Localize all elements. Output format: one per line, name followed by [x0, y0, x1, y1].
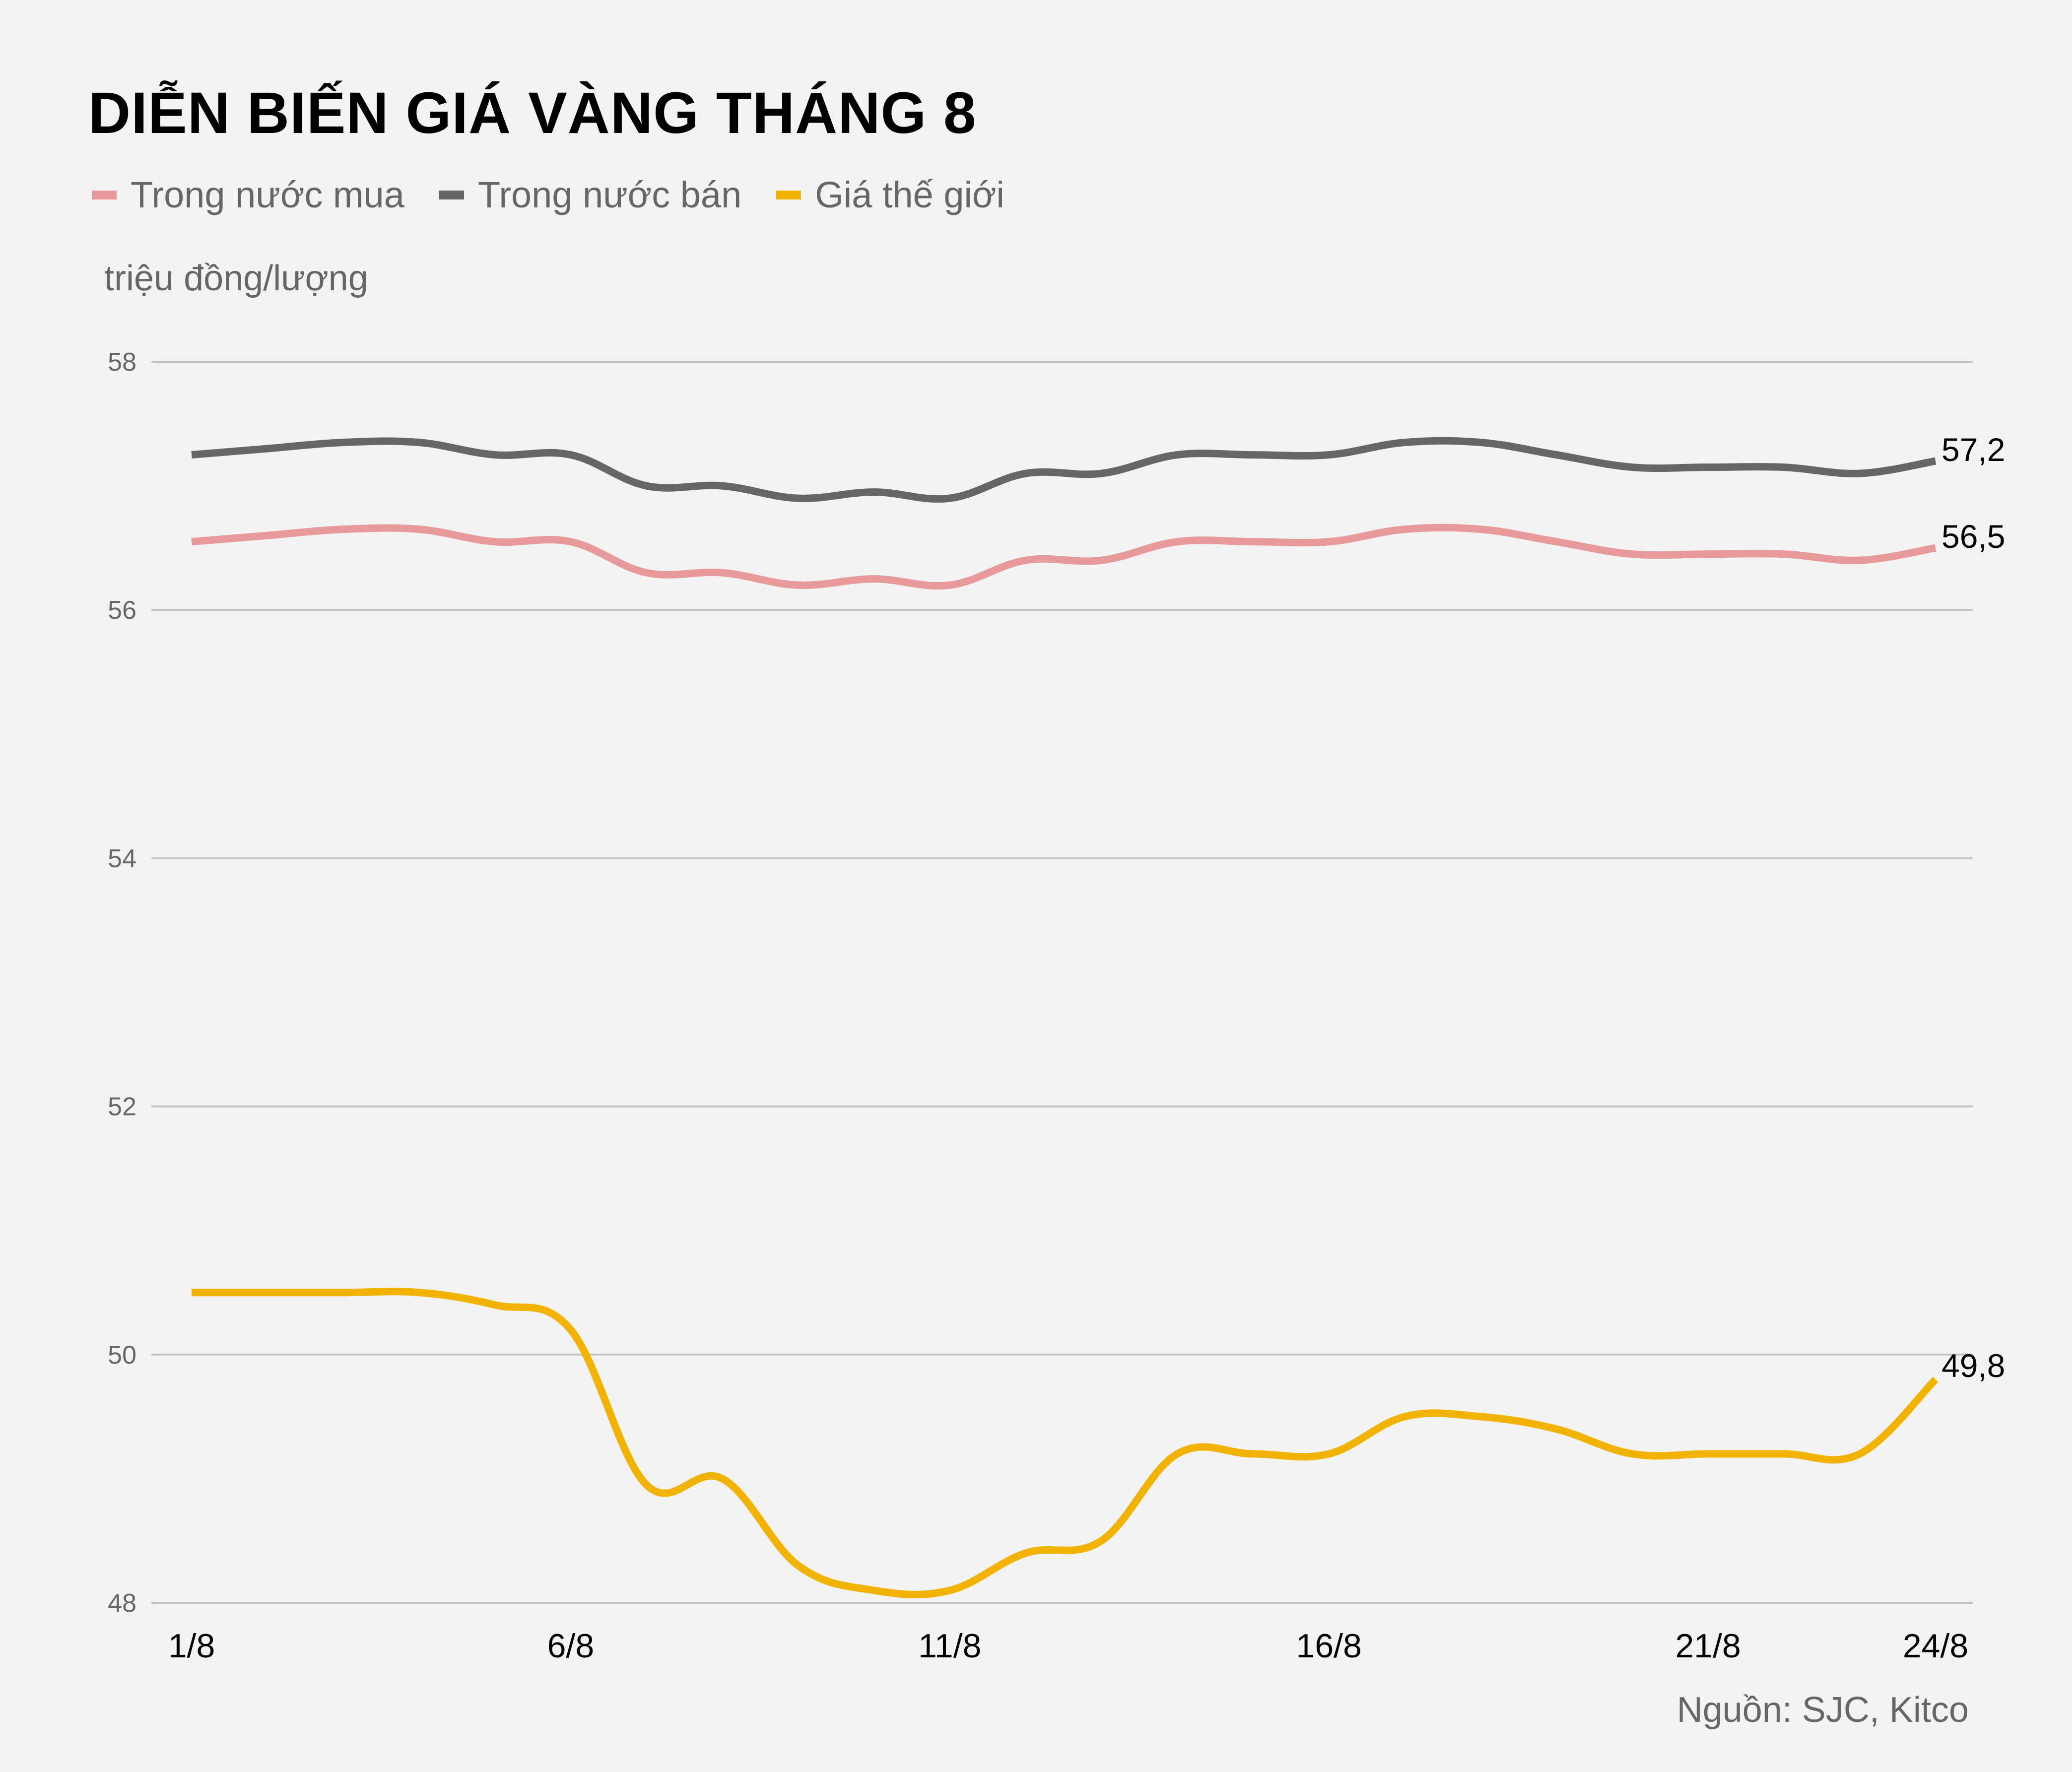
x-tick-label: 16/8 [1296, 1627, 1362, 1665]
x-tick-label: 24/8 [1903, 1627, 1968, 1665]
y-tick-label: 50 [108, 1341, 136, 1370]
x-tick-label: 21/8 [1675, 1627, 1740, 1665]
x-tick-label: 11/8 [918, 1627, 981, 1665]
chart-title: DIỄN BIẾN GIÁ VÀNG THÁNG 8 [88, 80, 977, 146]
series-line [191, 437, 1937, 503]
end-value-label: 57,2 [1941, 431, 2005, 468]
source-note: Nguồn: SJC, Kitco [1676, 1690, 1969, 1730]
y-tick-label: 54 [108, 844, 136, 873]
legend: Trong nước mua Trong nước bán Giá thế gi… [92, 174, 1004, 216]
legend-item-sell: Trong nước bán [439, 174, 741, 216]
legend-swatch-buy [92, 190, 117, 199]
legend-item-buy: Trong nước mua [92, 174, 404, 216]
y-tick-label: 52 [108, 1093, 136, 1121]
legend-label-buy: Trong nước mua [131, 174, 404, 215]
legend-swatch-sell [439, 190, 464, 199]
y-tick-label: 56 [108, 596, 136, 625]
x-tick-label: 6/8 [547, 1627, 595, 1665]
y-axis-unit-label: triệu đồng/lượng [104, 259, 368, 298]
legend-label-sell: Trong nước bán [477, 174, 742, 215]
legend-label-world: Giá thế giới [815, 174, 1004, 215]
legend-swatch-world [776, 190, 802, 199]
series-line [192, 1288, 1938, 1599]
y-tick-label: 58 [108, 348, 136, 377]
end-value-label: 56,5 [1941, 518, 2005, 555]
end-value-label: 49,8 [1941, 1347, 2005, 1384]
x-tick-label: 1/8 [168, 1627, 215, 1665]
legend-item-world: Giá thế giới [776, 174, 1004, 216]
series-line [191, 524, 1937, 590]
y-tick-label: 48 [108, 1589, 136, 1618]
